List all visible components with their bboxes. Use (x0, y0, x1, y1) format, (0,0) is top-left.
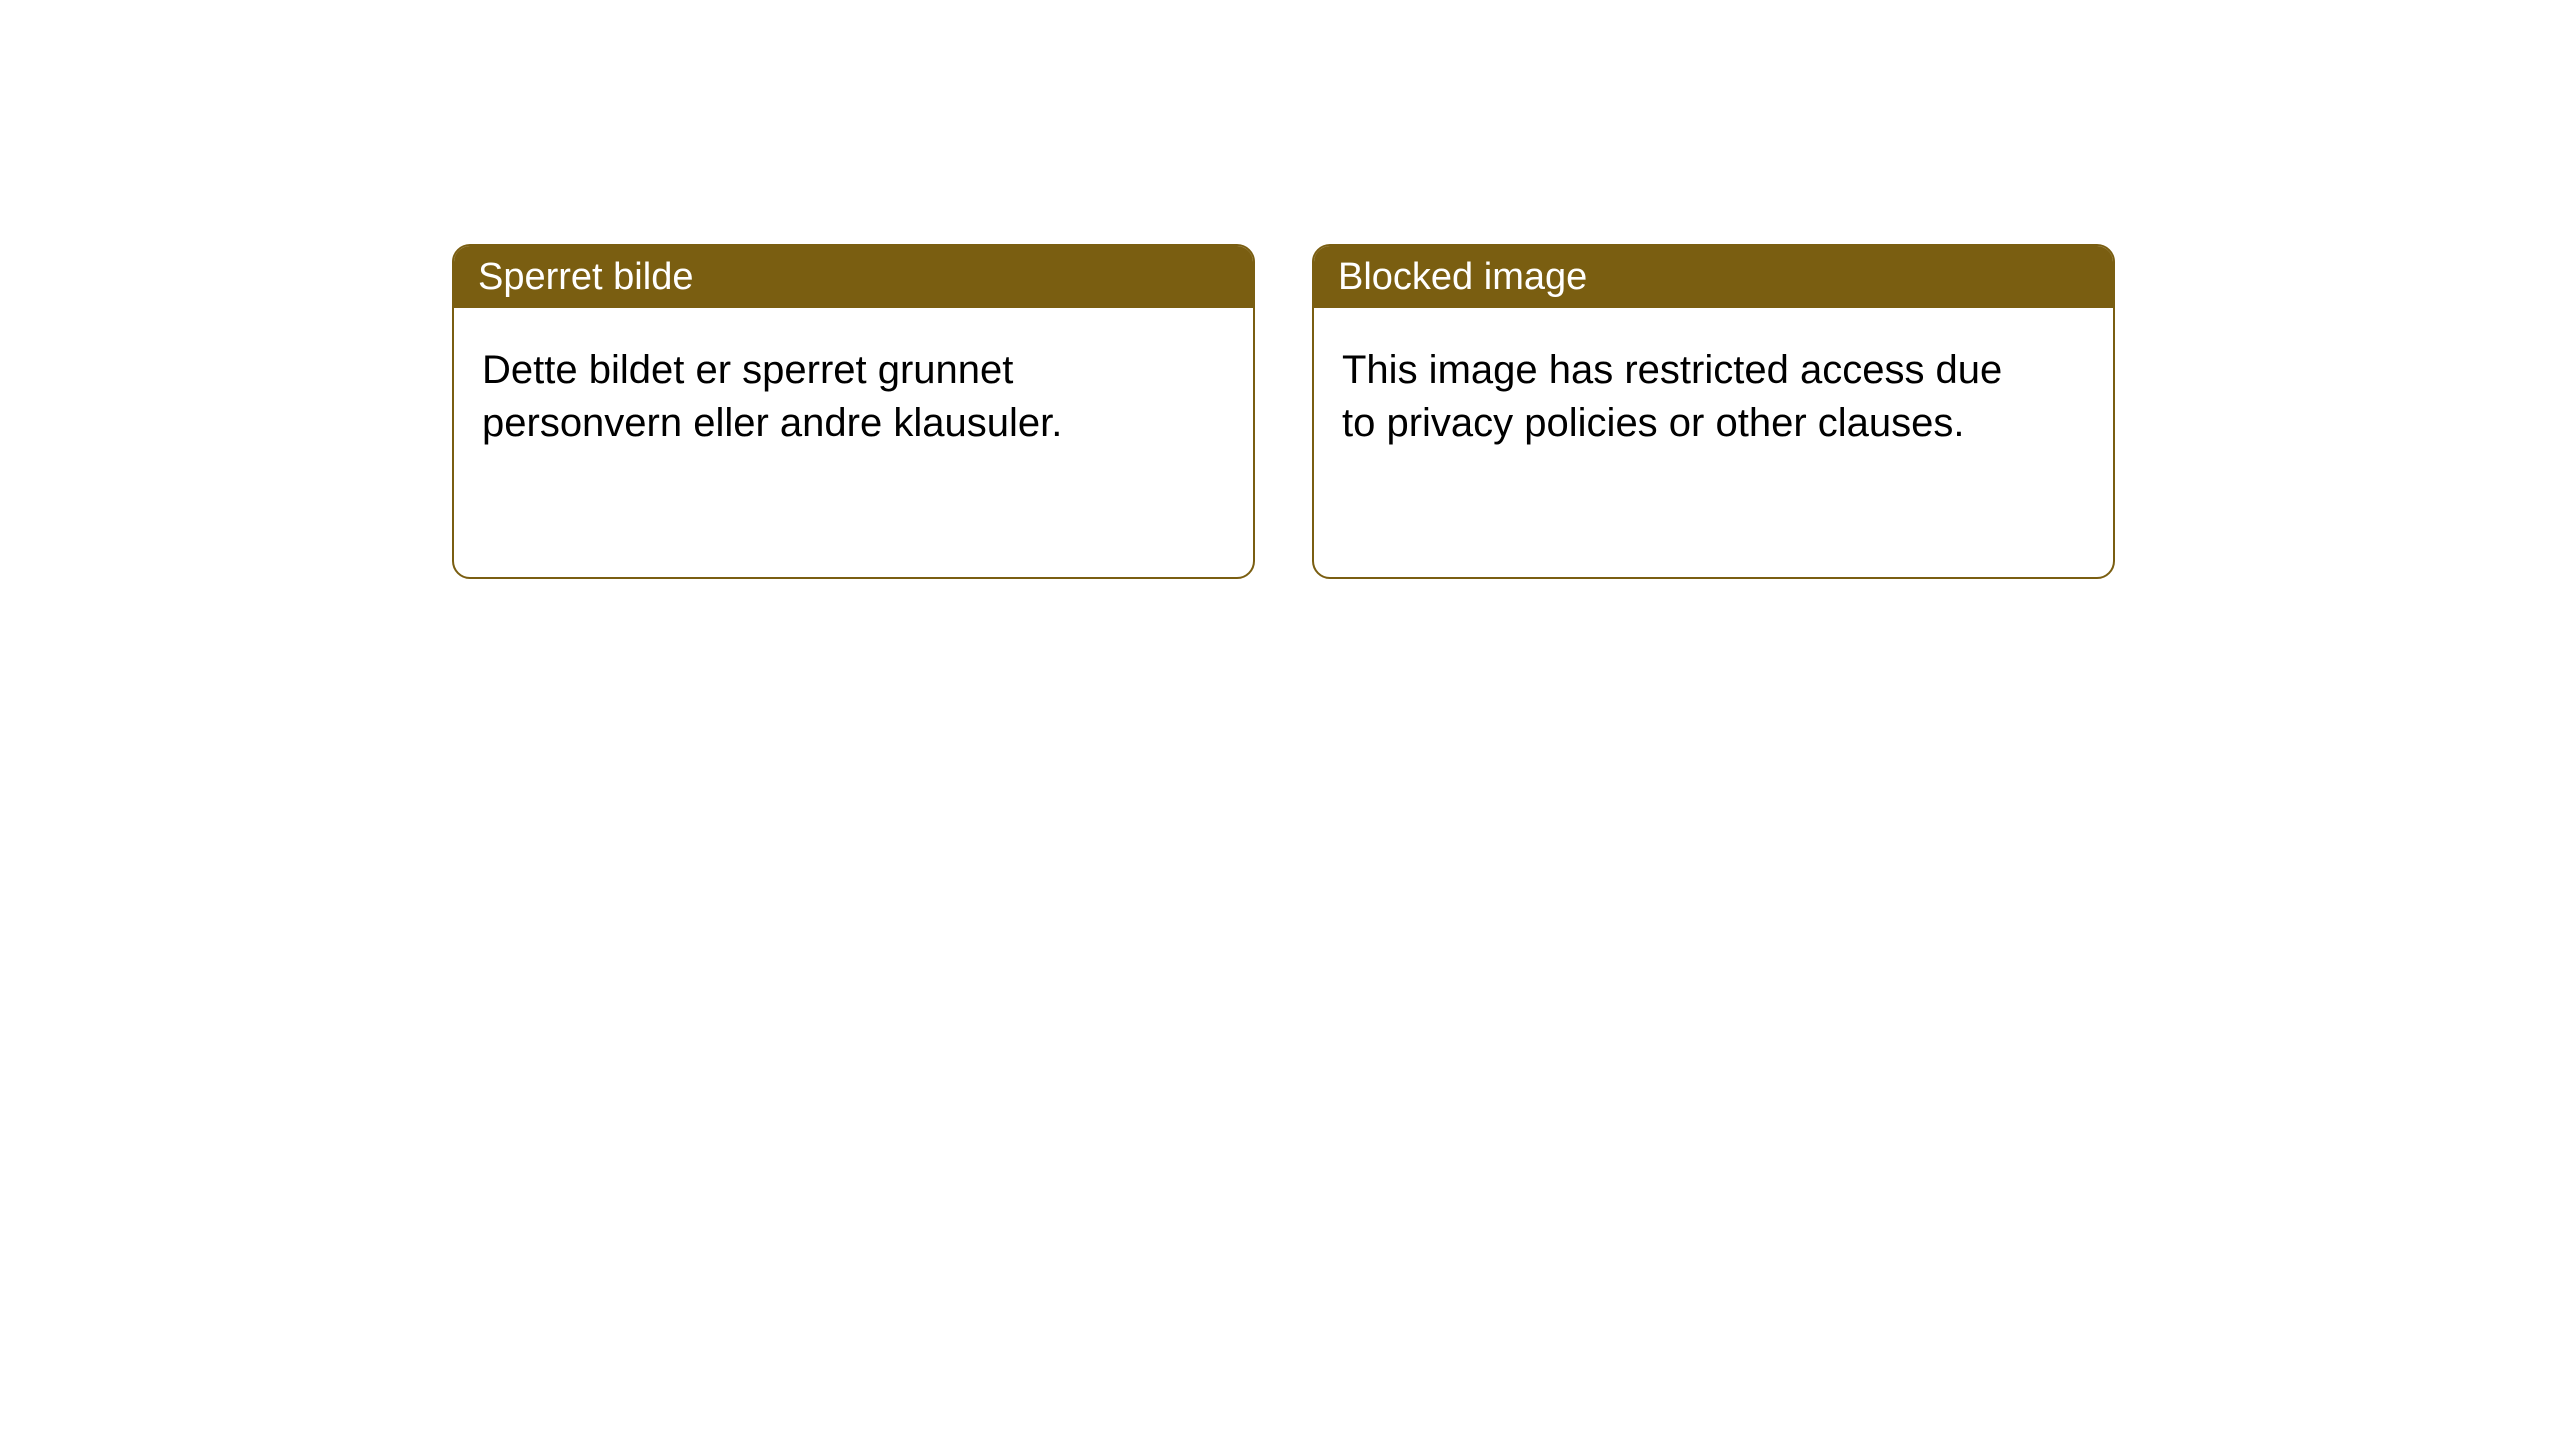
notice-card-norwegian: Sperret bilde Dette bildet er sperret gr… (452, 244, 1255, 579)
notice-card-body: Dette bildet er sperret grunnet personve… (454, 308, 1174, 486)
notice-card-header: Sperret bilde (454, 246, 1253, 308)
notice-card-english: Blocked image This image has restricted … (1312, 244, 2115, 579)
notice-card-header: Blocked image (1314, 246, 2113, 308)
notice-card-body: This image has restricted access due to … (1314, 308, 2034, 486)
notice-container: Sperret bilde Dette bildet er sperret gr… (452, 244, 2115, 579)
